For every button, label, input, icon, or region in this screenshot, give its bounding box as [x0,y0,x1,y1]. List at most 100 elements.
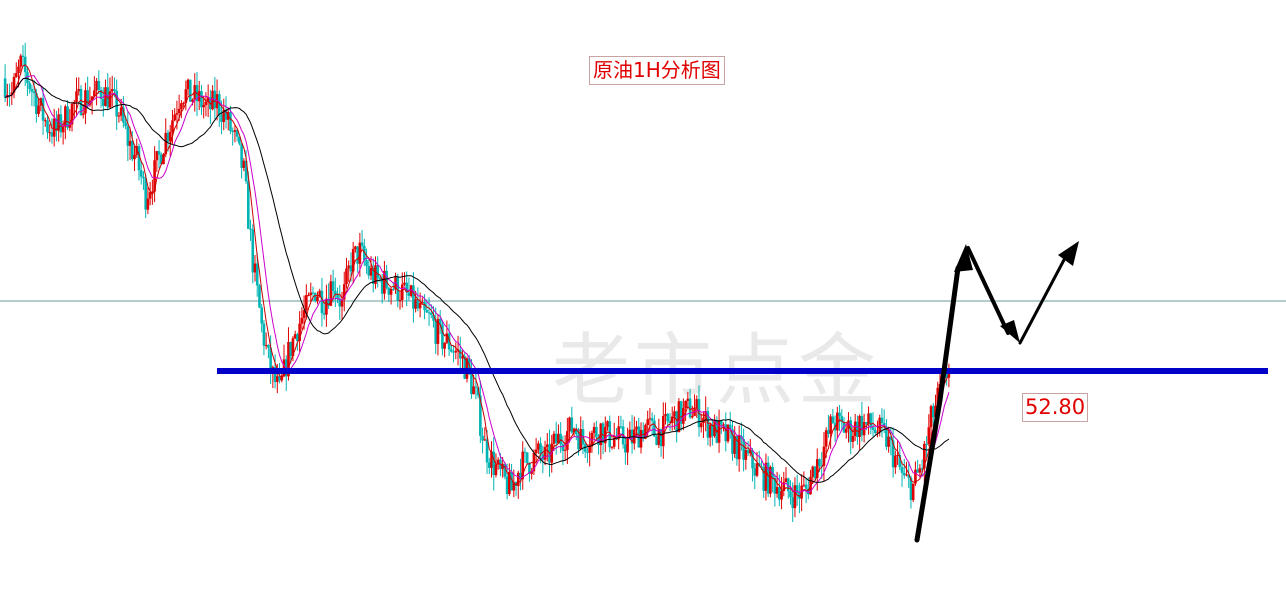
candle-body [305,295,308,311]
candle-body [155,151,159,161]
candle-body [137,146,141,171]
candle-body [193,85,197,100]
ma-mid-line [4,75,950,494]
candle-body [492,451,496,476]
candle-body [119,107,123,116]
candle-body [771,466,774,478]
chart-title: 原油1H分析图 [589,56,725,85]
candle-body [811,466,815,477]
candle-body [461,356,464,359]
candle-body [458,349,462,359]
candle-body [523,451,527,453]
candle-body [276,376,279,382]
candle-body [853,421,857,436]
candle-body [383,270,386,294]
candle-body [925,443,928,445]
candle-body [534,449,538,454]
candle-body [606,421,609,427]
candle-body [483,439,487,441]
candle-body [659,429,663,447]
ma-slow-line [4,77,950,483]
candle-body [318,290,322,297]
candle-body [574,428,578,435]
candle-body [655,436,658,445]
candle-body [688,398,692,418]
candle-body [423,302,426,310]
candle-body [947,373,951,378]
candle-body [766,462,770,494]
candle-body [222,109,226,122]
candle-body [296,334,299,342]
candle-body [610,446,614,448]
candle-body [26,72,29,84]
candle-body [90,96,94,101]
candle-body [481,435,484,441]
candle-body [802,484,806,486]
candle-body [416,299,420,309]
candle-body [229,111,232,132]
candle-body [249,228,252,230]
candle-body [744,450,748,460]
candle-body [360,242,364,246]
candle-body [392,289,395,291]
candle-body [206,97,210,102]
candle-body [81,113,85,115]
candle-body [298,323,301,342]
candle-body [429,312,433,315]
candle-body [61,126,65,133]
candle-body [104,87,107,106]
candle-body [838,412,841,417]
candle-body [595,426,598,438]
candle-body [778,487,781,500]
candle-body [356,246,359,264]
candle-body [713,419,716,437]
candle-body [918,468,922,473]
candle-body [505,476,509,495]
candle-body [311,292,315,294]
candle-body [400,284,404,300]
candle-body [3,78,7,98]
candle-body [686,398,690,401]
candle-body [371,267,375,284]
candle-body [601,423,605,444]
candle-body [19,55,23,67]
candle-body [436,318,440,344]
candle-body [927,427,931,444]
candle-body [202,104,205,108]
candle-body [795,485,799,494]
candle-body [782,482,786,491]
candle-body [508,471,511,495]
candle-body [818,459,821,466]
candle-body [525,452,529,464]
candle-body [70,104,74,125]
candle-body [329,281,333,306]
candle-body [425,309,429,313]
candle-body [860,415,864,436]
candle-body [142,176,145,179]
candle-body [637,426,641,448]
candle-body [262,323,266,346]
candle-body [336,294,339,299]
candle-body [427,312,431,314]
candle-body [876,432,879,434]
candle-body [664,413,667,416]
candle-body [148,192,152,199]
candle-body [253,263,257,273]
candle-body [95,80,98,91]
candle-body [628,429,632,439]
candle-body [871,427,875,430]
candle-body [354,246,357,250]
candle-body [711,424,714,437]
candle-body [126,126,130,146]
candle-body [151,191,154,193]
candle-body [894,455,897,468]
candle-body [452,351,455,353]
candle-body [398,299,402,301]
candle-body [650,418,654,421]
projection-arrowhead-down [1000,320,1020,343]
candle-body [726,424,730,442]
candle-body [490,451,493,468]
candle-body [552,433,556,444]
candle-body [720,420,723,425]
candle-body [572,428,576,433]
